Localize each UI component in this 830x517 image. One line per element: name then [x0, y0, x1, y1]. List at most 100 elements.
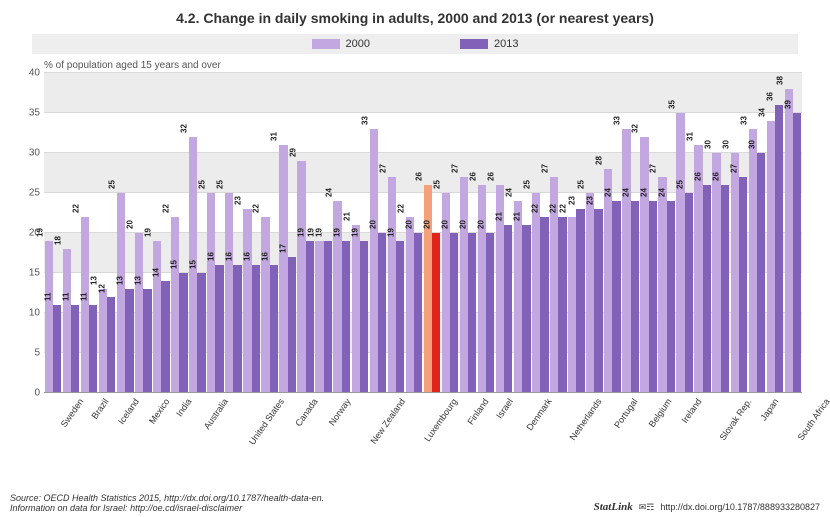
bar-value: 38 — [775, 76, 784, 85]
x-axis-line — [44, 392, 802, 393]
bar-value: 13 — [116, 276, 125, 285]
bar-value: 26 — [487, 172, 496, 181]
bar-pair: 2211 — [80, 73, 98, 393]
bar-value: 20 — [405, 220, 414, 229]
bar-pair: 2516 — [206, 73, 224, 393]
bar: 22 — [171, 217, 179, 393]
bar: 34 — [767, 121, 775, 393]
bar-pair: 2719 — [387, 73, 405, 393]
bar: 33 — [622, 129, 630, 393]
x-label: South Africa — [795, 395, 830, 477]
bar: 24 — [612, 201, 620, 393]
bar-pair: 2223 — [567, 73, 585, 393]
bar: 33 — [370, 129, 378, 393]
bar-pair: 3839 — [784, 73, 802, 393]
bar-value: 25 — [198, 180, 207, 189]
legend-swatch-2000 — [312, 39, 340, 49]
bar-value: 18 — [53, 236, 62, 245]
bar-value: 35 — [667, 100, 676, 109]
bar-value: 39 — [784, 100, 793, 109]
bar: 30 — [712, 153, 720, 393]
bar-value: 19 — [387, 228, 396, 237]
y-tick: 25 — [20, 188, 40, 199]
bar-value: 23 — [567, 196, 576, 205]
bar: 28 — [604, 169, 612, 393]
bar-pair: 2516 — [224, 73, 242, 393]
bar: 19 — [45, 241, 53, 393]
statlink-icon: ✉☶ — [639, 502, 655, 513]
y-tick: 40 — [20, 68, 40, 79]
bar-pair: 2520 — [441, 73, 459, 393]
bar-value: 11 — [80, 293, 89, 301]
bar: 24 — [631, 201, 639, 393]
bar-value: 19 — [144, 228, 153, 237]
bar-value: 24 — [657, 188, 666, 197]
bar: 21 — [522, 225, 530, 393]
bar: 30 — [731, 153, 739, 393]
bar-value: 24 — [621, 188, 630, 197]
bar-value: 22 — [559, 204, 568, 213]
bar-value: 22 — [531, 204, 540, 213]
bar: 36 — [775, 105, 783, 393]
bar: 26 — [424, 185, 432, 393]
bar-pair: 2316 — [243, 73, 261, 393]
bar-value: 17 — [278, 244, 287, 253]
bar-value: 27 — [378, 164, 387, 173]
bar-value: 21 — [513, 212, 522, 221]
bar-value: 15 — [170, 260, 179, 269]
legend-label-2000: 2000 — [346, 38, 370, 50]
bar-value: 26 — [693, 172, 702, 181]
bar-pair: 2215 — [170, 73, 188, 393]
bar-pair: 2513 — [116, 73, 134, 393]
bar-value: 22 — [396, 204, 405, 213]
footer-right: StatLink ✉☶ http://dx.doi.org/10.1787/88… — [594, 501, 820, 513]
bar: 19 — [396, 241, 404, 393]
bar-value: 15 — [188, 260, 197, 269]
bar-pair: 1811 — [62, 73, 80, 393]
bar: 19 — [324, 241, 332, 393]
statlink-url: http://dx.doi.org/10.1787/888933280827 — [660, 502, 820, 512]
bar: 25 — [586, 193, 594, 393]
bar: 20 — [486, 233, 494, 393]
bar-pair: 3215 — [188, 73, 206, 393]
bar-pair: 2621 — [495, 73, 513, 393]
y-tick: 20 — [20, 228, 40, 239]
bar: 29 — [297, 161, 305, 393]
bar-value: 16 — [224, 252, 233, 261]
bar: 19 — [360, 241, 368, 393]
bar: 25 — [225, 193, 233, 393]
y-axis-label: % of population aged 15 years and over — [44, 60, 816, 71]
bar: 14 — [161, 281, 169, 393]
x-labels: SwedenBrazilIcelandMexicoIndiaAustraliaU… — [44, 395, 802, 465]
bar: 27 — [739, 177, 747, 393]
bars: 1911181122111312251320131914221532152516… — [44, 73, 802, 393]
bar: 24 — [649, 201, 657, 393]
bar-value: 24 — [505, 188, 514, 197]
bar: 25 — [532, 193, 540, 393]
bar-value: 33 — [360, 116, 369, 125]
bar: 17 — [288, 257, 296, 393]
bar-value: 14 — [152, 268, 161, 277]
bar-value: 20 — [369, 220, 378, 229]
bar-value: 25 — [216, 180, 225, 189]
bar: 16 — [233, 265, 241, 393]
bar: 31 — [279, 145, 287, 393]
y-tick: 10 — [20, 308, 40, 319]
bar-value: 24 — [324, 188, 333, 197]
bar: 18 — [63, 249, 71, 393]
bar: 15 — [197, 273, 205, 393]
y-tick: 5 — [20, 348, 40, 359]
legend: 2000 2013 — [32, 34, 798, 54]
bar-value: 26 — [414, 172, 423, 181]
bar-value: 27 — [541, 164, 550, 173]
footer-left: Source: OECD Health Statistics 2015, htt… — [10, 493, 324, 513]
bar-value: 12 — [98, 284, 107, 293]
bar: 11 — [53, 305, 61, 393]
bar-value: 21 — [342, 212, 351, 221]
bar-value: 22 — [162, 204, 171, 213]
bar: 11 — [89, 305, 97, 393]
bar: 11 — [71, 305, 79, 393]
bar: 21 — [504, 225, 512, 393]
bar-value: 20 — [477, 220, 486, 229]
bar-value: 26 — [468, 172, 477, 181]
